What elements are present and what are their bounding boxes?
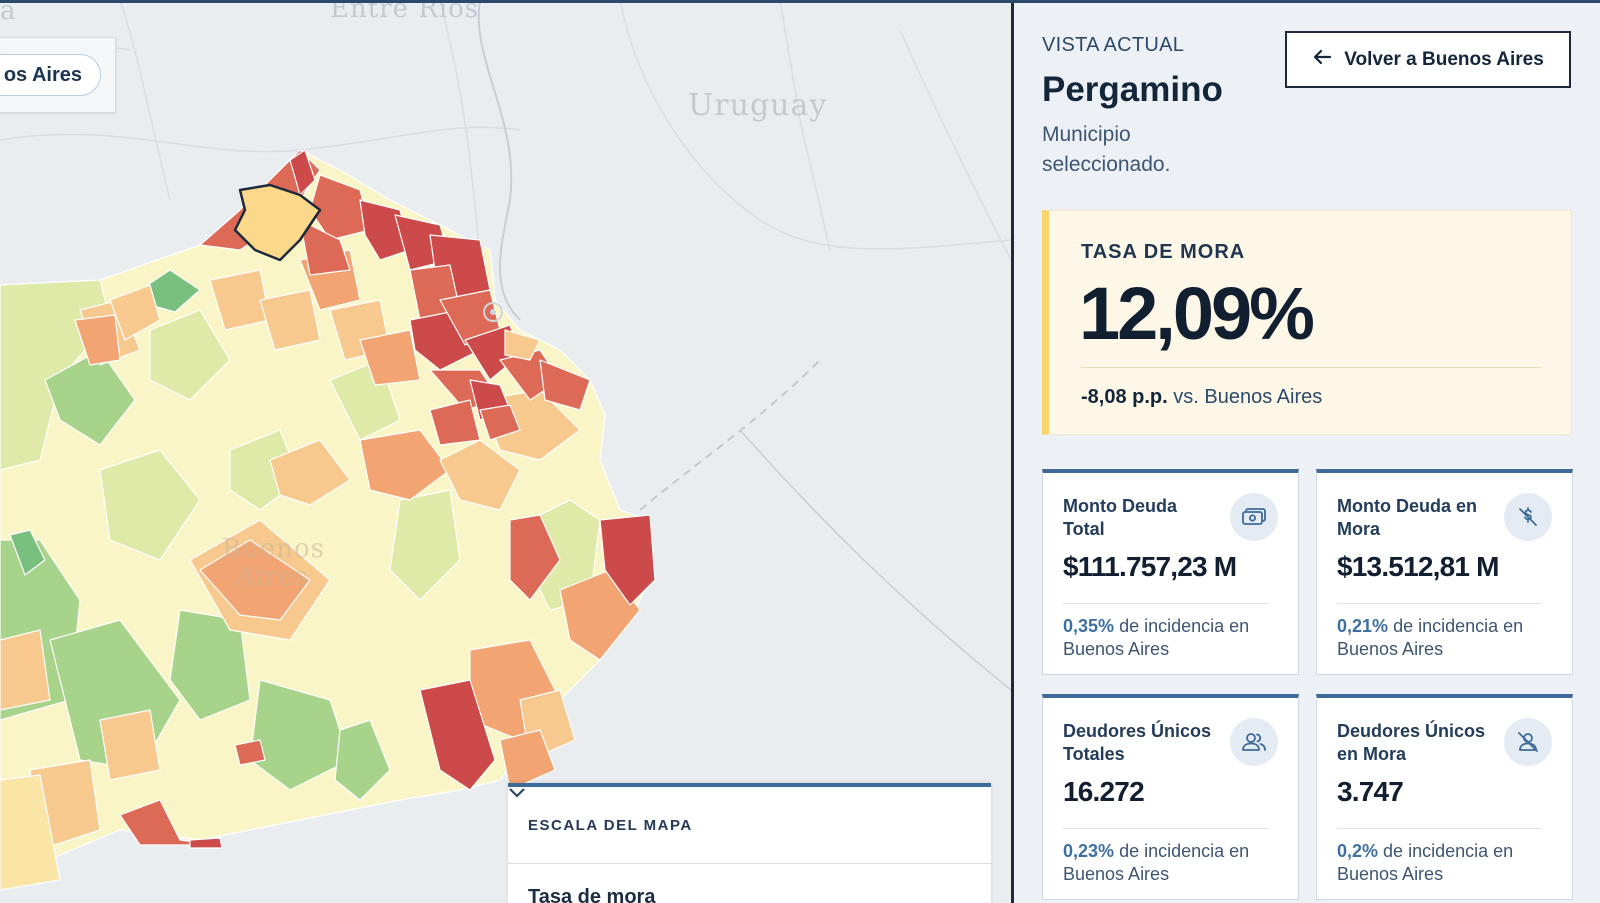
metric-footnote-text: de incidencia en Buenos Aires: [1337, 616, 1524, 659]
comparison-text: vs. Buenos Aires: [1173, 386, 1323, 408]
metric-value: 3.747: [1337, 776, 1404, 807]
map-scale-panel: ESCALA DEL MAPA Tasa de mora: [508, 783, 991, 903]
metric-percentage: 0,35%: [1063, 616, 1115, 636]
metric-value: 16.272: [1063, 776, 1145, 807]
map-label-edge: a: [0, 0, 17, 26]
sea-contour: [739, 429, 1011, 691]
metric-value: $13.512,81 M: [1337, 551, 1499, 582]
info-panel: VISTA ACTUAL Pergamino Municipio selecci…: [1014, 0, 1600, 903]
metric-percentage: 0,21%: [1337, 616, 1389, 636]
metric-card-deudores-totales: Deudores Únicos Totales 16.272 0,23% de …: [1042, 694, 1299, 900]
metric-card-deudores-mora: Deudores Únicos en Mora 3.747 0,2% de in…: [1316, 694, 1573, 900]
map-label-province: Buenos Aires: [222, 534, 325, 592]
map-breadcrumb-box: os Aires: [0, 37, 116, 113]
metric-footnote-text: de incidencia en Buenos Aires: [1063, 616, 1250, 659]
map-scale-header[interactable]: ESCALA DEL MAPA: [508, 787, 991, 864]
back-button-label: Volver a Buenos Aires: [1344, 48, 1544, 70]
map-canvas[interactable]: [0, 0, 1011, 903]
comparison-value: -8,08 p.p.: [1081, 386, 1168, 408]
maritime-boundary: [639, 359, 821, 511]
metric-divider: [1063, 828, 1268, 829]
metric-title: Monto Deuda Total: [1063, 496, 1177, 539]
panel-divider: [1011, 0, 1014, 903]
tasa-mora-divider: [1081, 367, 1541, 368]
user-off-icon: [1504, 718, 1552, 766]
map-scale-title: ESCALA DEL MAPA: [528, 816, 693, 834]
tasa-mora-comparison: -8,08 p.p. vs. Buenos Aires: [1081, 386, 1322, 409]
breadcrumb-chip-buenos-aires[interactable]: os Aires: [0, 54, 101, 96]
metric-footnote-text: de incidencia en Buenos Aires: [1063, 841, 1250, 884]
chevron-down-icon[interactable]: [509, 788, 971, 835]
choropleth-map[interactable]: a Entre Ríos Uruguay Buenos Aires os Air…: [0, 0, 1011, 903]
city-marker-dot: [490, 309, 496, 315]
current-view-kicker: VISTA ACTUAL: [1042, 34, 1185, 56]
users-icon: [1230, 718, 1278, 766]
page-title: Pergamino: [1042, 70, 1223, 109]
map-label-uruguay: Uruguay: [688, 88, 828, 123]
metric-card-monto-deuda-total: Monto Deuda Total $111.757,23 M 0,35% de…: [1042, 469, 1299, 675]
metric-value: $111.757,23 M: [1063, 551, 1237, 582]
arrow-left-icon: [1312, 49, 1332, 71]
back-to-buenos-aires-button[interactable]: Volver a Buenos Aires: [1285, 31, 1571, 88]
cash-icon: [1230, 493, 1278, 541]
map-scale-subtitle: Tasa de mora: [528, 886, 656, 903]
metric-title: Deudores Únicos en Mora: [1337, 721, 1486, 764]
metric-divider: [1337, 828, 1542, 829]
metric-footnote: 0,21% de incidencia en Buenos Aires: [1337, 615, 1562, 661]
metric-percentage: 0,23%: [1063, 841, 1115, 861]
map-label-entre-rios: Entre Ríos: [330, 0, 480, 24]
metric-title: Monto Deuda en Mora: [1337, 496, 1477, 539]
metric-card-monto-deuda-mora: Monto Deuda en Mora $13.512,81 M 0,21% d…: [1316, 469, 1573, 675]
metric-footnote-text: de incidencia en Buenos Aires: [1337, 841, 1514, 884]
background-roads: [0, 0, 1011, 261]
metric-footnote: 0,35% de incidencia en Buenos Aires: [1063, 615, 1288, 661]
tasa-mora-value: 12,09%: [1079, 272, 1315, 355]
metric-percentage: 0,2%: [1337, 841, 1379, 861]
page-subtitle: Municipio seleccionado.: [1042, 123, 1171, 176]
metric-title: Deudores Únicos Totales: [1063, 721, 1212, 764]
no-money-icon: [1504, 493, 1552, 541]
top-border: [0, 0, 1600, 3]
tasa-mora-card: TASA DE MORA 12,09% -8,08 p.p. vs. Bueno…: [1042, 210, 1572, 435]
metric-footnote: 0,2% de incidencia en Buenos Aires: [1337, 840, 1562, 886]
selected-municipality-pergamino[interactable]: [233, 183, 322, 262]
province-municipalities[interactable]: [0, 149, 656, 891]
metric-footnote: 0,23% de incidencia en Buenos Aires: [1063, 840, 1288, 886]
river-coast: [477, 0, 521, 321]
metric-divider: [1063, 603, 1268, 604]
city-marker-icon: [483, 302, 503, 322]
metric-divider: [1337, 603, 1542, 604]
tasa-mora-label: TASA DE MORA: [1081, 241, 1246, 263]
